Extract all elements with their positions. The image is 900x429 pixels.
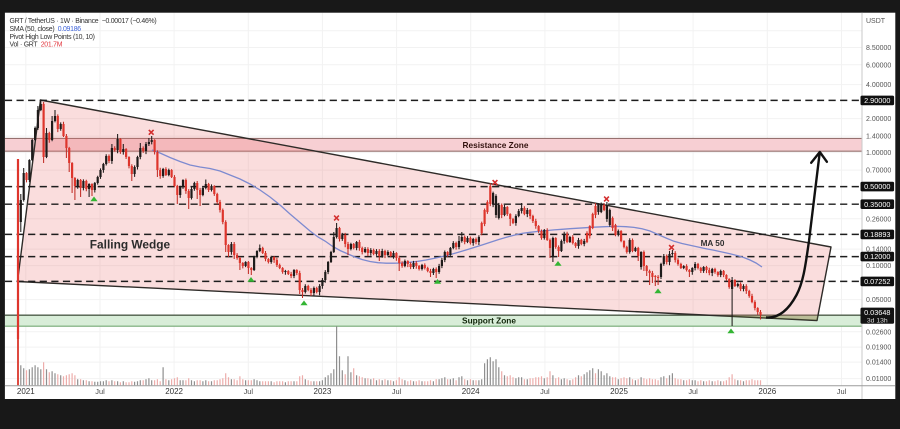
svg-text:SMA (50, close) 0.09186: SMA (50, close) 0.09186 [10, 26, 82, 33]
svg-text:Resistance Zone: Resistance Zone [463, 140, 529, 150]
svg-text:Falling Wedge: Falling Wedge [90, 238, 171, 252]
svg-text:0.01900: 0.01900 [866, 345, 891, 352]
svg-text:2021: 2021 [17, 387, 35, 396]
svg-text:0.07252: 0.07252 [864, 277, 890, 286]
svg-text:Jul: Jul [392, 387, 402, 396]
svg-text:3d 13h: 3d 13h [867, 317, 888, 324]
svg-text:Pivot High Low Points (10, 10): Pivot High Low Points (10, 10) [10, 34, 95, 41]
svg-text:0.10000: 0.10000 [866, 263, 891, 270]
svg-text:Support Zone: Support Zone [462, 316, 516, 326]
svg-text:2025: 2025 [610, 387, 628, 396]
svg-text:0.50000: 0.50000 [864, 182, 890, 191]
svg-text:2023: 2023 [314, 387, 332, 396]
svg-text:Jul: Jul [540, 387, 550, 396]
svg-text:1.40000: 1.40000 [866, 134, 891, 141]
svg-text:Vol · GRT 201.7M: Vol · GRT 201.7M [10, 42, 63, 49]
svg-text:2024: 2024 [462, 387, 480, 396]
svg-text:0.02600: 0.02600 [866, 329, 891, 336]
svg-text:0.18893: 0.18893 [864, 230, 890, 239]
svg-text:0.35000: 0.35000 [864, 200, 890, 209]
svg-text:1.00000: 1.00000 [866, 150, 891, 157]
svg-text:6.00000: 6.00000 [866, 62, 891, 69]
svg-text:MA 50: MA 50 [701, 239, 725, 248]
svg-text:0.05000: 0.05000 [866, 297, 891, 304]
svg-text:2.90000: 2.90000 [864, 96, 890, 105]
svg-text:GRT / TetherUS · 1W · Binance: GRT / TetherUS · 1W · Binance −0.00017 (… [10, 18, 157, 25]
svg-text:0.03648: 0.03648 [864, 308, 890, 317]
svg-text:8.50000: 8.50000 [866, 45, 891, 52]
svg-text:2.00000: 2.00000 [866, 116, 891, 123]
svg-text:2022: 2022 [165, 387, 183, 396]
svg-text:Jul: Jul [688, 387, 698, 396]
svg-text:0.01000: 0.01000 [866, 376, 891, 383]
svg-text:0.14000: 0.14000 [866, 247, 891, 254]
svg-text:0.70000: 0.70000 [866, 168, 891, 175]
svg-text:0.12000: 0.12000 [864, 252, 890, 261]
svg-text:0.01400: 0.01400 [866, 360, 891, 367]
svg-text:Jul: Jul [837, 387, 847, 396]
svg-text:0.26000: 0.26000 [866, 216, 891, 223]
svg-text:4.00000: 4.00000 [866, 82, 891, 89]
svg-text:Jul: Jul [244, 387, 254, 396]
svg-text:2026: 2026 [758, 387, 776, 396]
svg-text:USDT: USDT [866, 18, 886, 25]
svg-text:Jul: Jul [95, 387, 105, 396]
